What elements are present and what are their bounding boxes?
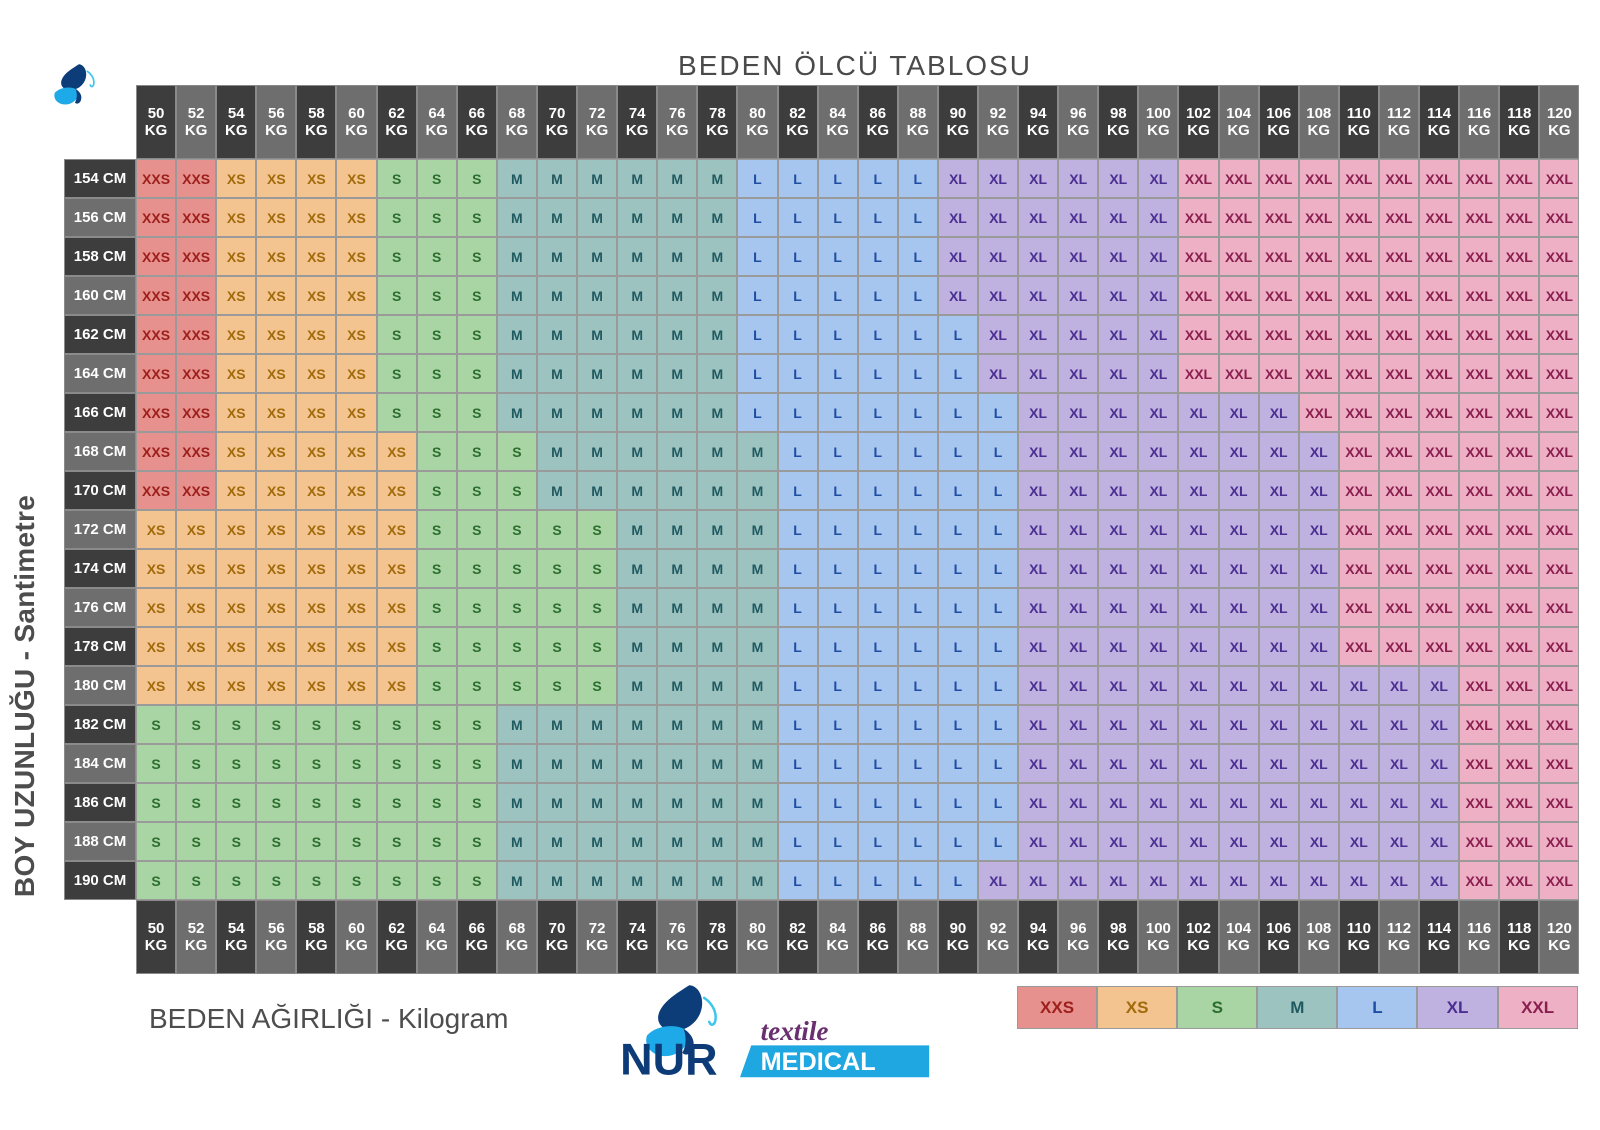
- svg-text:textile: textile: [761, 1016, 829, 1046]
- svg-text:NUR: NUR: [620, 1033, 717, 1081]
- svg-text:MEDICAL: MEDICAL: [761, 1048, 876, 1076]
